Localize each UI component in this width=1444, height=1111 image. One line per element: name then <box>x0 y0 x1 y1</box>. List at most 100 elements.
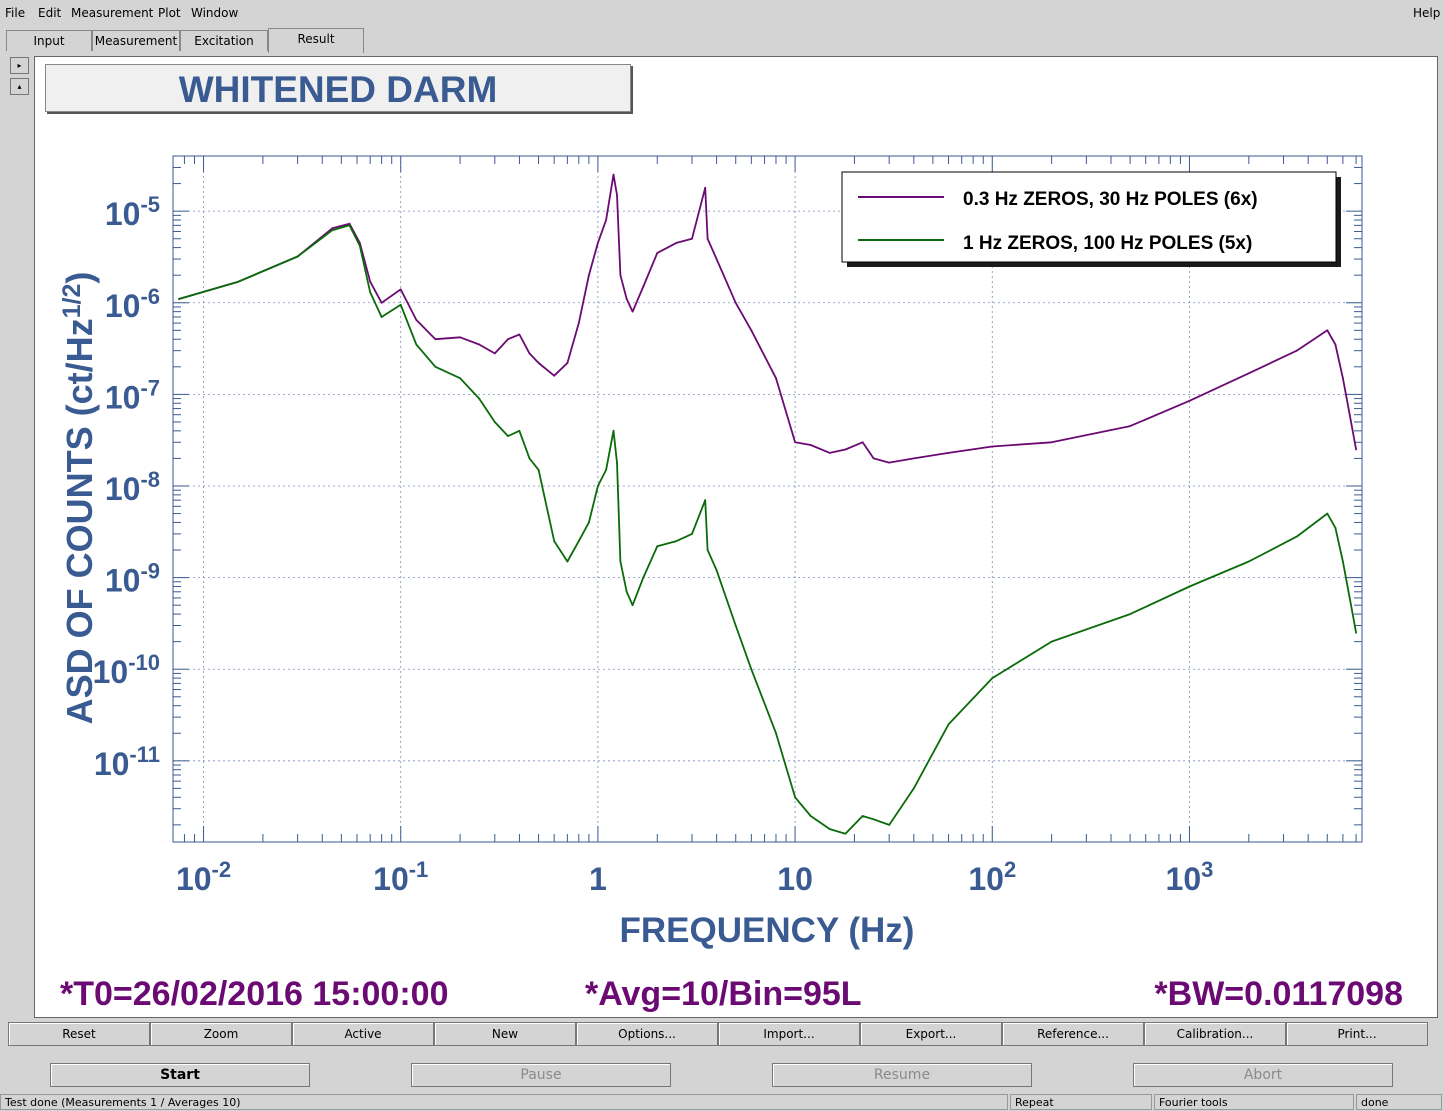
data-point-series-1 <box>715 258 718 260</box>
data-point-series-2 <box>518 429 521 432</box>
data-point-series-2 <box>237 280 240 283</box>
options-button[interactable]: Options... <box>576 1022 718 1046</box>
data-point-series-1 <box>493 352 496 355</box>
data-point-series-1 <box>1334 343 1337 346</box>
data-point-series-1 <box>597 242 599 244</box>
data-point-series-2 <box>616 461 618 464</box>
data-point-series-2 <box>1326 512 1329 515</box>
data-point-series-1 <box>656 252 659 254</box>
data-point-series-2 <box>619 560 622 563</box>
active-button[interactable]: Active <box>292 1022 434 1046</box>
data-point-series-2 <box>691 533 693 535</box>
data-point-series-1 <box>434 338 437 341</box>
data-point-series-1 <box>794 441 796 444</box>
legend-label-series-1: 0.3 Hz ZEROS, 30 Hz POLES (6x) <box>963 189 1258 210</box>
resume-button[interactable]: Resume <box>772 1063 1032 1087</box>
menu-edit[interactable]: Edit <box>38 6 62 20</box>
data-point-series-1 <box>675 242 678 244</box>
pause-button[interactable]: Pause <box>411 1063 671 1087</box>
data-point-series-2 <box>528 457 531 460</box>
menu-measurement[interactable]: Measurement <box>71 6 154 20</box>
data-point-series-2 <box>631 604 634 607</box>
calibration-button[interactable]: Calibration... <box>1144 1022 1286 1046</box>
x-tick-label: 10-2 <box>176 857 231 897</box>
data-point-series-1 <box>991 445 994 448</box>
legend-box <box>841 171 1337 263</box>
data-point-series-2 <box>912 787 915 790</box>
data-point-series-2 <box>642 576 645 579</box>
menubar: File Edit Measurement Plot Window Help <box>0 0 1444 26</box>
data-point-series-2 <box>1188 585 1191 588</box>
reset-button[interactable]: Reset <box>8 1022 150 1046</box>
new-button[interactable]: New <box>434 1022 576 1046</box>
data-point-series-2 <box>399 303 402 306</box>
zoom-button[interactable]: Zoom <box>150 1022 292 1046</box>
start-button[interactable]: Start <box>50 1063 310 1087</box>
y-tick-label: 10-7 <box>105 375 160 415</box>
data-point-series-1 <box>704 186 707 189</box>
data-point-series-1 <box>588 274 590 277</box>
data-point-series-1 <box>348 222 351 225</box>
y-tick-label: 10-10 <box>93 650 160 690</box>
data-point-series-1 <box>369 280 372 283</box>
data-point-series-1 <box>1188 399 1191 402</box>
expand-arrow-icon[interactable]: ▸ <box>10 57 29 74</box>
y-tick-label: 10-5 <box>105 192 160 232</box>
data-point-series-1 <box>1247 372 1250 375</box>
data-point-series-1 <box>1355 448 1357 451</box>
data-point-series-2 <box>415 343 418 346</box>
chart-series <box>178 173 1357 835</box>
data-point-series-2 <box>507 435 509 437</box>
menu-file[interactable]: File <box>5 6 26 20</box>
data-point-series-1 <box>828 452 831 454</box>
data-point-series-2 <box>734 624 737 627</box>
asd-chart[interactable]: 10-2 10-1 1 10 102 103 10-510-610-710-810-910… <box>0 0 1444 1020</box>
menu-window[interactable]: Window <box>191 6 239 20</box>
data-point-series-2 <box>1247 560 1250 563</box>
export-button[interactable]: Export... <box>860 1022 1002 1046</box>
x-axis-label: FREQUENCY (Hz) <box>620 911 915 950</box>
data-point-series-1 <box>912 457 915 460</box>
legend-label-series-2: 1 Hz ZEROS, 100 Hz POLES (5x) <box>963 233 1252 254</box>
reference-button[interactable]: Reference... <box>1002 1022 1144 1046</box>
data-point-series-2 <box>553 540 556 542</box>
data-point-series-1 <box>750 329 753 332</box>
menu-help[interactable]: Help <box>1413 6 1441 20</box>
data-point-series-1 <box>528 352 531 355</box>
tab-excitation[interactable]: Excitation <box>180 30 268 51</box>
tab-result[interactable]: Result <box>268 28 364 53</box>
status-bar: Test done (Measurements 1 / Averages 10)… <box>0 1093 1444 1111</box>
chart-legend: 0.3 Hz ZEROS, 30 Hz POLES (6x) 1 Hz ZERO… <box>841 171 1341 267</box>
data-point-series-1 <box>518 333 521 336</box>
y-tick-labels: 10-5 10-6 10-7 10-8 10-9 10-10 10-11 <box>93 192 160 782</box>
data-point-series-2 <box>775 732 777 735</box>
x-tick-label: 10-1 <box>373 857 428 897</box>
data-point-series-1 <box>1129 425 1131 427</box>
data-point-series-1 <box>1295 349 1298 352</box>
collapse-arrow-icon[interactable]: ▴ <box>10 78 29 95</box>
data-point-series-2 <box>612 429 615 432</box>
averages-label: *Avg=10/Bin=95L <box>585 975 862 1013</box>
data-point-series-2 <box>706 549 709 551</box>
import-button[interactable]: Import... <box>718 1022 860 1046</box>
data-point-series-2 <box>380 316 383 318</box>
data-point-series-2 <box>1355 631 1357 634</box>
data-point-series-1 <box>566 362 569 364</box>
tab-measurement[interactable]: Measurement <box>92 30 180 51</box>
data-point-series-2 <box>750 668 753 671</box>
data-point-series-2 <box>675 540 678 542</box>
data-point-series-1 <box>888 461 891 464</box>
data-point-series-1 <box>809 444 812 446</box>
data-point-series-2 <box>991 677 994 679</box>
print-button[interactable]: Print... <box>1286 1022 1428 1046</box>
tab-input[interactable]: Input <box>6 30 92 51</box>
data-point-series-1 <box>380 301 383 304</box>
menu-plot[interactable]: Plot <box>158 6 181 20</box>
abort-button[interactable]: Abort <box>1133 1063 1393 1087</box>
data-point-series-2 <box>493 421 496 423</box>
data-point-series-1 <box>1348 413 1351 416</box>
data-point-series-1 <box>631 310 634 313</box>
data-point-series-1 <box>478 343 481 346</box>
x-tick-label: 1 <box>589 861 607 897</box>
data-point-series-2 <box>478 397 481 400</box>
